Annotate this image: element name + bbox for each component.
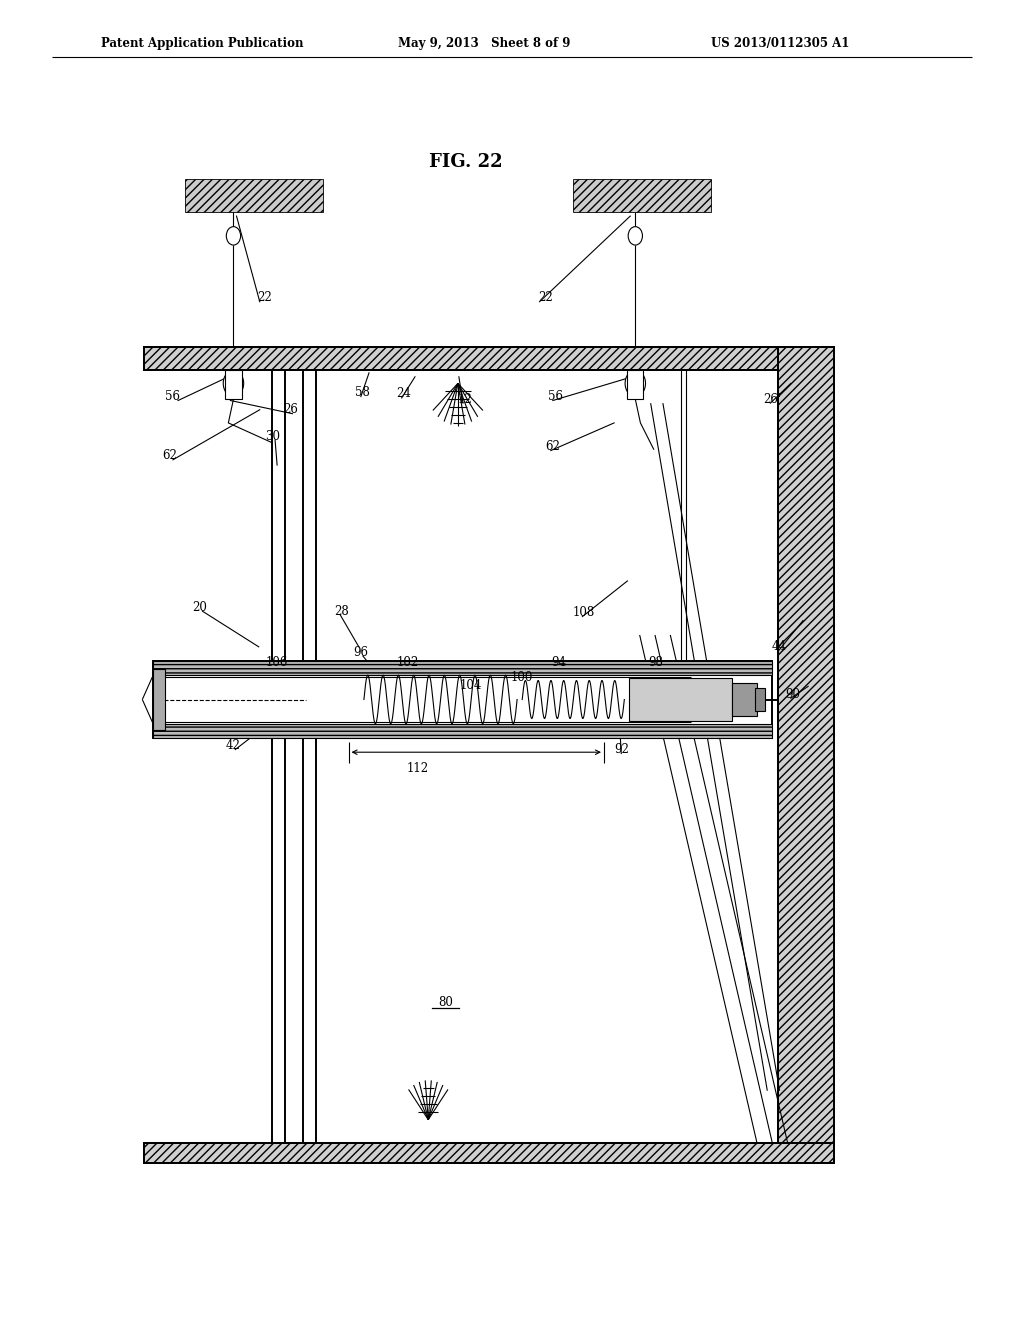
Text: US 2013/0112305 A1: US 2013/0112305 A1: [711, 37, 850, 50]
Text: 28: 28: [334, 605, 349, 618]
Text: 42: 42: [225, 739, 241, 752]
Text: FIG. 22: FIG. 22: [429, 153, 503, 172]
Text: 44: 44: [772, 640, 787, 653]
Bar: [777, 347, 834, 1163]
Text: 108: 108: [572, 606, 595, 619]
Bar: [731, 682, 757, 717]
Bar: [185, 180, 324, 213]
Text: 102: 102: [396, 656, 419, 669]
Text: 104: 104: [460, 678, 482, 692]
Text: 62: 62: [546, 440, 560, 453]
Text: 106: 106: [266, 656, 289, 669]
Bar: [630, 678, 731, 721]
Text: 98: 98: [648, 656, 664, 669]
Text: Patent Application Publication: Patent Application Publication: [101, 37, 304, 50]
Text: 100: 100: [511, 671, 534, 684]
Text: 20: 20: [193, 601, 207, 614]
Bar: [144, 347, 777, 370]
Text: 92: 92: [613, 743, 629, 756]
Text: 80: 80: [438, 997, 453, 1008]
Text: 26': 26': [764, 392, 781, 405]
Text: 30: 30: [265, 429, 281, 442]
Bar: [144, 347, 777, 370]
Circle shape: [223, 370, 244, 396]
Circle shape: [628, 227, 642, 246]
Circle shape: [226, 227, 241, 246]
Bar: [225, 370, 242, 399]
Bar: [153, 669, 165, 730]
Bar: [573, 180, 711, 213]
Text: 22: 22: [257, 292, 272, 305]
Text: May 9, 2013   Sheet 8 of 9: May 9, 2013 Sheet 8 of 9: [397, 37, 570, 50]
Text: 62: 62: [163, 449, 177, 462]
Circle shape: [625, 370, 645, 396]
Bar: [144, 1143, 834, 1163]
Bar: [153, 661, 772, 675]
Text: 94: 94: [552, 656, 566, 669]
Text: 58: 58: [355, 387, 371, 399]
Bar: [755, 688, 765, 711]
Text: 90: 90: [785, 688, 801, 701]
Text: 56: 56: [166, 389, 180, 403]
Text: 12: 12: [458, 392, 472, 405]
Bar: [153, 723, 772, 738]
Text: 96: 96: [353, 645, 369, 659]
Text: 22: 22: [539, 292, 553, 305]
Text: 26: 26: [283, 403, 298, 416]
Text: 112: 112: [407, 762, 429, 775]
Text: 24: 24: [396, 388, 412, 400]
Bar: [153, 661, 772, 738]
Text: 56: 56: [549, 389, 563, 403]
Bar: [777, 347, 834, 1163]
Bar: [627, 370, 643, 399]
Bar: [144, 1143, 834, 1163]
